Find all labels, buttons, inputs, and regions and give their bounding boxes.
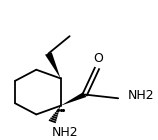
Polygon shape	[61, 92, 86, 106]
Text: NH2: NH2	[127, 89, 154, 102]
Polygon shape	[45, 52, 61, 78]
Text: O: O	[94, 52, 103, 65]
Text: NH2: NH2	[52, 126, 78, 139]
